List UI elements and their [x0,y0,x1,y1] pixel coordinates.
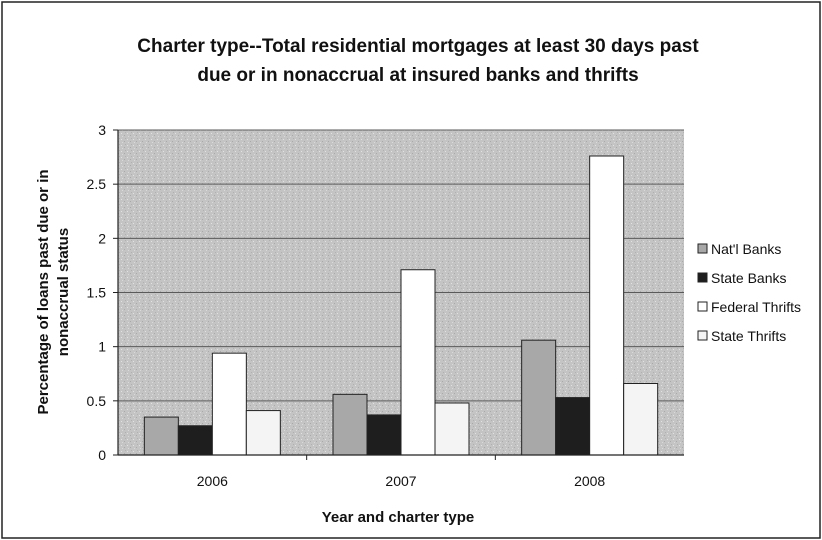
x-axis-label: Year and charter type [322,509,475,526]
y-tick-label: 1 [98,339,106,355]
chart-title-line-1: Charter type--Total residential mortgage… [137,36,699,57]
legend-swatch [697,330,708,341]
x-tick-label: 2008 [574,473,605,489]
y-tick-label: 2.5 [87,176,107,192]
y-tick-label: 1.5 [87,285,107,301]
x-tick-label: 2007 [385,473,416,489]
y-tick-label: 2 [98,230,106,246]
legend-swatch [697,272,708,283]
bar-nat-l-banks-2008 [521,339,557,456]
bar-state-thrifts-2006 [245,410,281,456]
bar-state-thrifts-2007 [434,402,470,456]
bar-state-banks-2008 [555,397,591,456]
bar-federal-thrifts-2006 [211,352,247,456]
y-tick-label: 0 [98,447,106,463]
legend-swatch [697,243,708,254]
y-tick-label: 3 [98,122,106,138]
bar-state-banks-2006 [177,425,213,456]
legend-label: Nat'l Banks [711,241,781,257]
bar-nat-l-banks-2006 [143,416,179,456]
x-axis-ticks: 2006 2007 2008 [197,455,605,489]
x-tick-label: 2006 [197,473,228,489]
bars [143,155,659,456]
legend: Nat'l Banks State Banks Federal Thrifts Sta… [697,241,801,344]
bar-nat-l-banks-2007 [332,393,368,456]
bar-federal-thrifts-2008 [589,155,625,456]
y-axis-label-line-1: Percentage of loans past due or in [35,169,52,414]
y-axis-label: Percentage of loans past due or in nonac… [35,169,72,414]
legend-label: State Banks [711,270,787,286]
y-axis-ticks: 0 0.5 1 1.5 2 2.5 3 [87,122,119,463]
legend-swatch [697,301,708,312]
bar-state-thrifts-2008 [623,383,659,456]
bar-state-banks-2007 [366,414,402,456]
bar-federal-thrifts-2007 [400,269,436,456]
legend-label: Federal Thrifts [711,299,801,315]
chart-title-line-2: due or in nonaccrual at insured banks an… [197,65,638,86]
y-axis-label-line-2: nonaccrual status [55,228,72,356]
legend-label: State Thrifts [711,328,786,344]
y-tick-label: 0.5 [87,393,107,409]
